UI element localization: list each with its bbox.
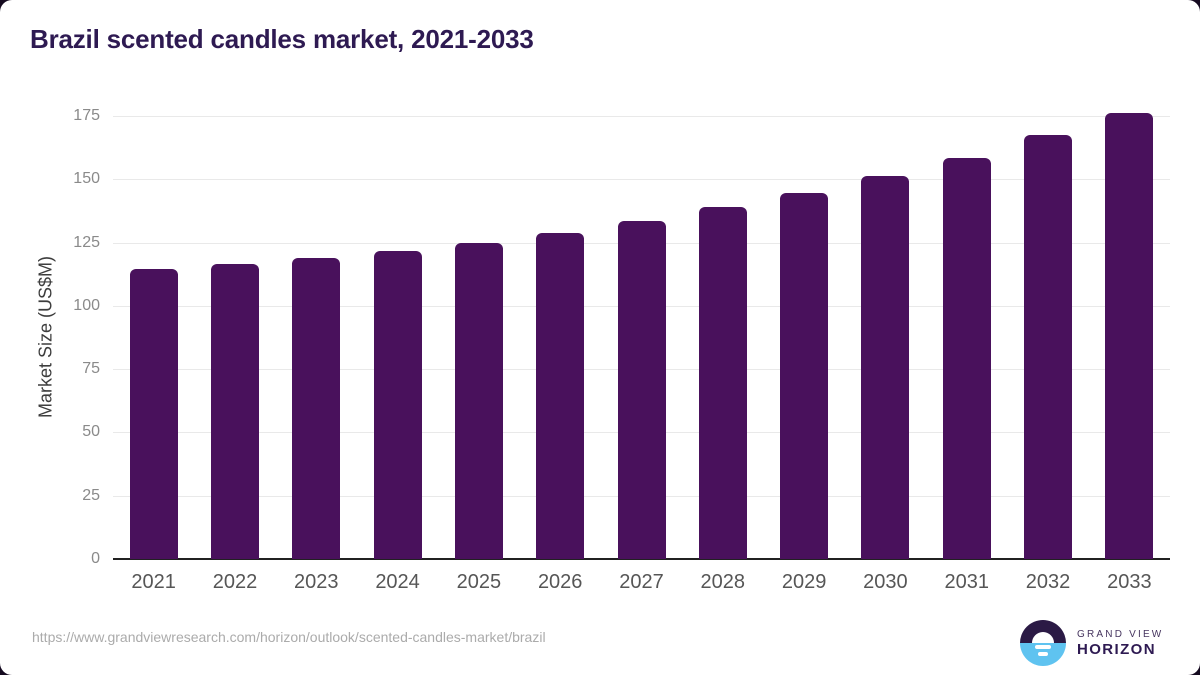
y-tick-label-75: 75 — [82, 360, 100, 378]
x-tick-label-2023: 2023 — [294, 571, 339, 593]
logo-brand-line: GRAND VIEW — [1077, 628, 1164, 640]
y-tick-label-175: 175 — [73, 107, 100, 124]
bar-2027 — [617, 220, 666, 559]
grand-view-horizon-logo: GRAND VIEW HORIZON — [1020, 620, 1163, 666]
bar-2030 — [861, 176, 910, 559]
bar-2031 — [942, 158, 991, 559]
x-tick-label-2022: 2022 — [212, 571, 258, 593]
x-tick-label-2028: 2028 — [700, 571, 746, 593]
bar-2023 — [292, 258, 341, 559]
y-tick-label-150: 150 — [73, 170, 100, 188]
logo-text: GRAND VIEW HORIZON — [1077, 629, 1163, 658]
source-url: https://www.grandviewresearch.com/horizo… — [32, 629, 546, 645]
x-tick-label-2026: 2026 — [537, 571, 583, 593]
chart-title: Brazil scented candles market, 2021-2033 — [30, 24, 534, 54]
bar-2024 — [373, 250, 422, 559]
x-tick-label-2021: 2021 — [131, 571, 176, 593]
bar-2021 — [129, 269, 178, 559]
y-tick-label-0: 0 — [91, 550, 100, 567]
logo-sun-shape — [1032, 632, 1054, 643]
y-tick-label-100: 100 — [73, 296, 100, 314]
x-tick-label-2027: 2027 — [619, 571, 664, 593]
bar-2025 — [454, 243, 503, 559]
x-tick-label-2025: 2025 — [456, 571, 502, 593]
bar-2028 — [698, 207, 747, 559]
x-tick-label-2032: 2032 — [1025, 571, 1071, 593]
logo-dash — [1035, 645, 1051, 649]
logo-top-half — [1020, 620, 1066, 643]
gridline-150 — [113, 179, 1170, 181]
x-tick-label-2033: 2033 — [1107, 571, 1152, 593]
y-tick-label-125: 125 — [73, 233, 100, 251]
bar-2032 — [1024, 135, 1073, 559]
x-tick-label-2029: 2029 — [781, 571, 827, 593]
bar-2022 — [210, 263, 259, 559]
x-axis-line — [113, 558, 1170, 560]
gridline-175 — [113, 116, 1170, 117]
logo-product-line: HORIZON — [1077, 640, 1156, 658]
x-tick-label-2030: 2030 — [863, 571, 908, 593]
x-tick-label-2024: 2024 — [375, 571, 420, 593]
bar-2033 — [1105, 112, 1154, 559]
logo-bottom-half — [1020, 643, 1066, 666]
y-tick-label-50: 50 — [82, 423, 100, 441]
y-tick-label-25: 25 — [82, 486, 100, 504]
logo-dash — [1038, 652, 1048, 656]
horizon-sun-icon — [1020, 620, 1066, 666]
x-tick-label-2031: 2031 — [944, 571, 989, 593]
bar-2026 — [536, 232, 585, 559]
bar-2029 — [780, 192, 829, 559]
